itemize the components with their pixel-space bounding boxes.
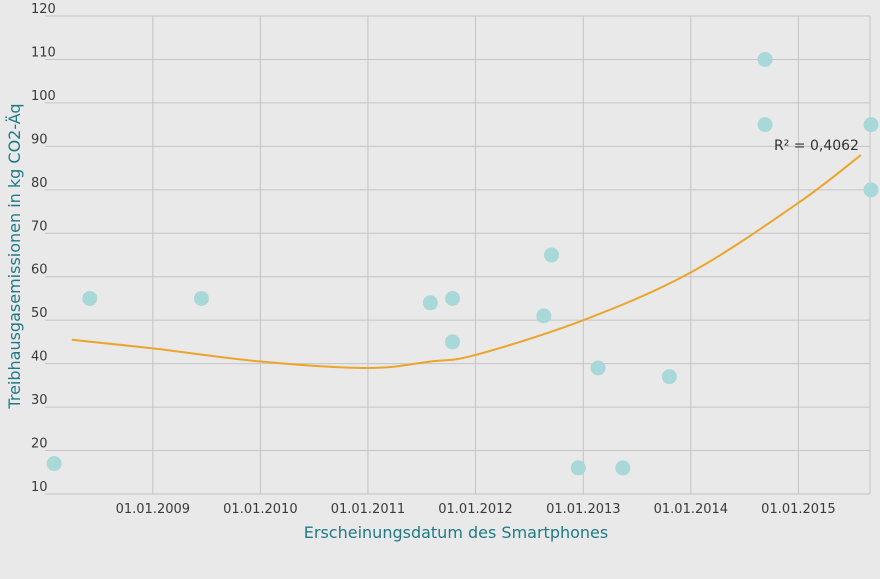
data-point (590, 360, 606, 376)
data-point (863, 117, 879, 133)
x-tick-label: 01.01.2010 (223, 502, 297, 517)
x-axis-ticks: 01.01.2009 01.01.2010 01.01.2011 01.01.2012… (116, 502, 836, 517)
data-point (193, 290, 209, 306)
x-tick-label: 01.01.2014 (654, 502, 728, 517)
y-tick-label: 70 (31, 219, 48, 234)
x-tick-label: 01.01.2009 (116, 502, 190, 517)
grid (45, 15, 871, 495)
y-axis-ticks: 10 20 30 40 50 60 70 80 90 100 110 120 (31, 2, 56, 495)
y-tick-label: 60 (31, 263, 48, 278)
y-tick-label: 90 (31, 132, 48, 147)
x-tick-label: 01.01.2011 (331, 502, 405, 517)
y-tick-label: 110 (31, 45, 56, 60)
data-point (536, 308, 552, 324)
data-point (757, 51, 773, 67)
data-point (82, 290, 98, 306)
x-tick-label: 01.01.2012 (438, 502, 512, 517)
data-point (863, 182, 879, 198)
data-point (570, 460, 586, 476)
data-point (444, 290, 460, 306)
r-squared-label: R² = 0,4062 (774, 138, 859, 154)
y-tick-label: 10 (31, 480, 48, 495)
y-tick-label: 40 (31, 350, 48, 365)
y-tick-label: 20 (31, 437, 48, 452)
data-point (615, 460, 631, 476)
y-tick-label: 100 (31, 89, 56, 104)
data-points (46, 51, 879, 476)
data-point (543, 247, 559, 263)
y-tick-label: 30 (31, 393, 48, 408)
x-tick-label: 01.01.2013 (546, 502, 620, 517)
y-tick-label: 80 (31, 176, 48, 191)
data-point (422, 295, 438, 311)
trendline (71, 154, 862, 369)
data-point (46, 456, 62, 472)
data-point (444, 334, 460, 350)
x-axis-title: Erscheinungsdatum des Smartphones (304, 523, 608, 542)
data-point (757, 117, 773, 133)
x-tick-label: 01.01.2015 (761, 502, 835, 517)
data-point (661, 369, 677, 385)
y-tick-label: 50 (31, 306, 48, 321)
y-tick-label: 120 (31, 2, 56, 17)
y-axis-title: Treibhausgasemissionen in kg CO2-Äq (5, 103, 24, 409)
